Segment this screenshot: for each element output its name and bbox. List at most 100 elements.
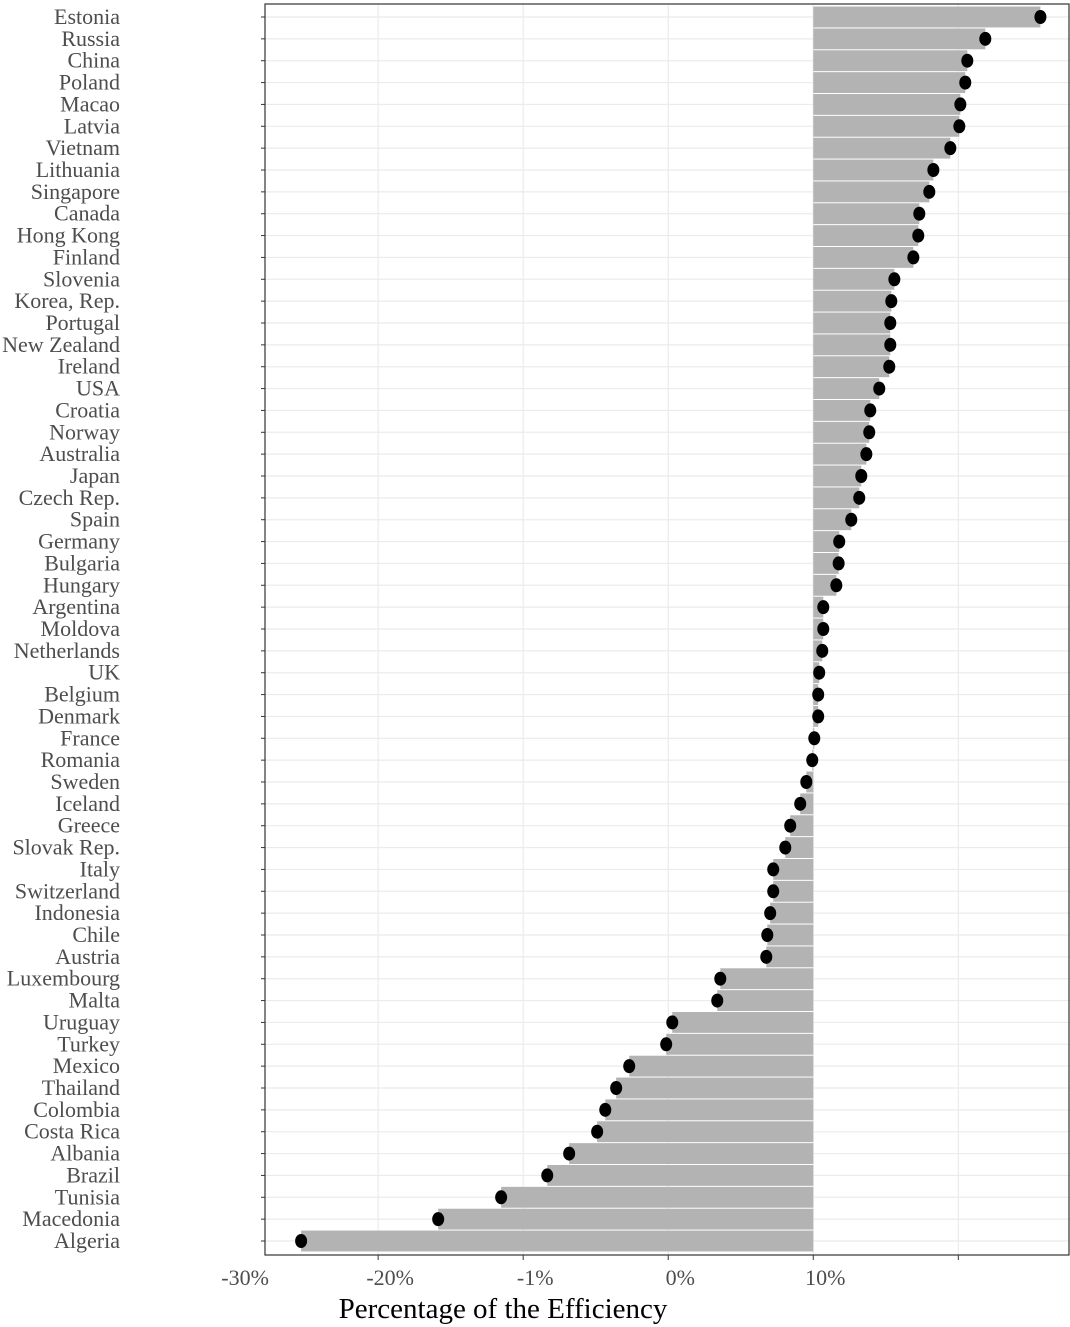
dot [784, 818, 797, 833]
bar [301, 1230, 814, 1252]
dot [855, 469, 868, 483]
dot [800, 775, 813, 789]
y-tick-label: Brazil [66, 1162, 120, 1187]
y-tick-label: Costa Rica [24, 1119, 120, 1144]
dot [961, 53, 974, 68]
dot [623, 1059, 636, 1074]
x-tick-label: 10% [805, 1265, 845, 1290]
y-tick-label: Austria [55, 944, 120, 969]
y-tick-label: Slovenia [43, 266, 120, 291]
dot [563, 1146, 576, 1161]
y-tick-label: Iceland [55, 791, 120, 816]
y-tick-label: Italy [80, 856, 120, 881]
dot [495, 1190, 508, 1205]
bar [501, 1186, 814, 1208]
dot [912, 228, 925, 243]
dot [830, 578, 843, 593]
y-tick-label: Japan [70, 463, 120, 488]
bar [766, 946, 814, 968]
y-tick-label: Luxembourg [7, 966, 120, 991]
y-tick-label: Norway [49, 419, 120, 444]
y-tick-label: Greece [58, 813, 120, 838]
y-tick-label: Australia [39, 441, 120, 466]
dot [813, 665, 826, 680]
y-tick-label: Russia [61, 26, 120, 51]
y-tick-label: Algeria [54, 1228, 120, 1253]
dot [599, 1102, 612, 1117]
dot [863, 425, 876, 440]
dot [432, 1212, 445, 1227]
y-tick-label: Sweden [50, 769, 120, 794]
y-tick-label: Belgium [44, 682, 120, 707]
bar [616, 1077, 814, 1099]
y-tick-label: Argentina [32, 594, 120, 619]
y-tick-label: Portugal [45, 310, 120, 335]
bar [813, 247, 914, 268]
y-tick-label: Lithuania [36, 157, 121, 182]
dot [812, 709, 825, 724]
dot [711, 993, 724, 1008]
dot [884, 316, 897, 330]
dot [666, 1015, 679, 1030]
bar [597, 1121, 814, 1143]
y-tick-label: Estonia [54, 4, 120, 29]
bar [813, 268, 895, 290]
y-tick-label: Hungary [43, 572, 120, 597]
bar [813, 6, 1041, 28]
dot [907, 250, 920, 265]
bar [813, 574, 837, 596]
bar [773, 859, 814, 880]
y-tick-label: Czech Rep. [19, 485, 120, 510]
bar [813, 487, 860, 509]
x-axis-title: Percentage of the Efficiency [339, 1293, 668, 1325]
y-tick-label: Uruguay [43, 1009, 120, 1034]
y-tick-label: Canada [54, 201, 120, 226]
bar [813, 531, 840, 552]
bar [813, 312, 891, 334]
y-tick-label: Tunisia [55, 1184, 120, 1209]
bar [813, 181, 930, 203]
dot [761, 928, 774, 942]
bar [813, 400, 871, 421]
dot [864, 403, 877, 418]
y-tick-label: Colombia [33, 1097, 120, 1122]
dot [885, 294, 898, 309]
y-tick-label: Singapore [31, 179, 120, 204]
dot [767, 884, 780, 899]
dot [954, 97, 967, 112]
y-tick-label: Ireland [58, 354, 120, 379]
dot [944, 141, 957, 156]
bar [672, 1012, 814, 1033]
dot [832, 556, 845, 571]
dot [808, 731, 821, 746]
bar [813, 115, 960, 137]
bar [813, 553, 839, 574]
y-tick-label: Macao [60, 91, 120, 116]
bar [717, 990, 814, 1011]
bar [767, 924, 814, 946]
dot [660, 1037, 673, 1052]
y-tick-label: Latvia [64, 113, 120, 138]
y-tick-label: Croatia [55, 397, 120, 422]
plot-border [264, 3, 1070, 1256]
y-tick-label: Romania [41, 747, 121, 772]
y-tick-label: Germany [38, 529, 120, 554]
y-tick-label: Slovak Rep. [12, 835, 120, 860]
y-tick-label: Switzerland [15, 878, 120, 903]
y-tick-label: Malta [69, 988, 121, 1013]
y-tick-label: USA [76, 376, 120, 401]
dot [812, 687, 825, 702]
y-tick-label: Bulgaria [44, 550, 120, 575]
y-tick-label: Moldova [41, 616, 121, 641]
y-tick-label: Poland [59, 70, 120, 95]
y-tick-label: Indonesia [34, 900, 120, 925]
bar [813, 465, 862, 487]
dot [794, 796, 807, 811]
y-tick-label: Turkey [57, 1031, 120, 1056]
bar [813, 72, 966, 93]
dot [816, 643, 829, 658]
bar [813, 378, 880, 399]
dot [923, 184, 936, 199]
bar [813, 443, 867, 465]
